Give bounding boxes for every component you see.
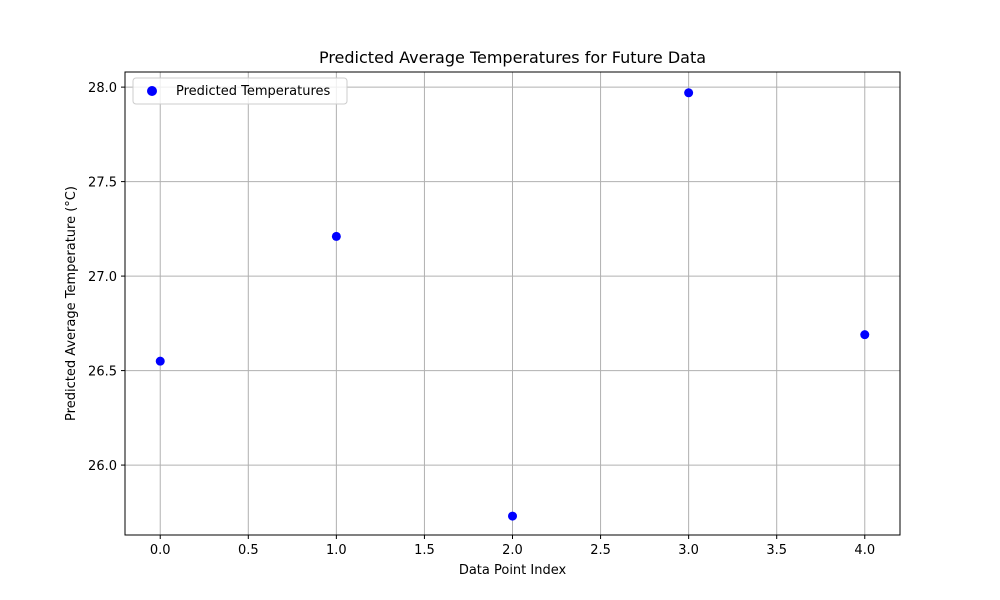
- x-tick-label: 4.0: [854, 543, 875, 558]
- y-tick-label: 26.5: [88, 365, 117, 380]
- chart-title: Predicted Average Temperatures for Futur…: [319, 48, 706, 67]
- y-axis-title: Predicted Average Temperature (°C): [64, 186, 79, 421]
- grid: [125, 72, 900, 535]
- x-tick-label: 3.0: [678, 543, 699, 558]
- y-tick-label: 26.0: [88, 459, 117, 474]
- legend: Predicted Temperatures: [132, 77, 348, 105]
- data-point: [155, 356, 165, 366]
- x-tick-label: 1.5: [414, 543, 435, 558]
- y-tick-label: 28.0: [88, 81, 117, 96]
- legend-label: Predicted Temperatures: [176, 84, 331, 99]
- y-tick-label: 27.5: [88, 176, 117, 191]
- legend-box: [132, 77, 348, 105]
- data-point: [684, 88, 694, 98]
- data-points: [155, 88, 870, 521]
- data-point: [331, 231, 341, 241]
- y-tick-label: 27.0: [88, 270, 117, 285]
- x-tick-label: 2.5: [590, 543, 611, 558]
- data-point: [508, 511, 517, 521]
- legend-marker: [147, 86, 157, 96]
- x-axis-title: Data Point Index: [459, 563, 567, 578]
- x-tick-label: 2.0: [502, 543, 523, 558]
- x-tick-label: 1.0: [326, 543, 347, 558]
- x-tick-label: 3.5: [766, 543, 787, 558]
- x-tick-label: 0.5: [238, 543, 259, 558]
- x-tick-label: 0.0: [150, 543, 171, 558]
- axis-ticks: 0.0 0.5 1.0 1.5 2.0 2.5 3.0 3.5 4.0 26.0 26.5 27.0 2…: [88, 81, 875, 558]
- data-point: [860, 330, 870, 340]
